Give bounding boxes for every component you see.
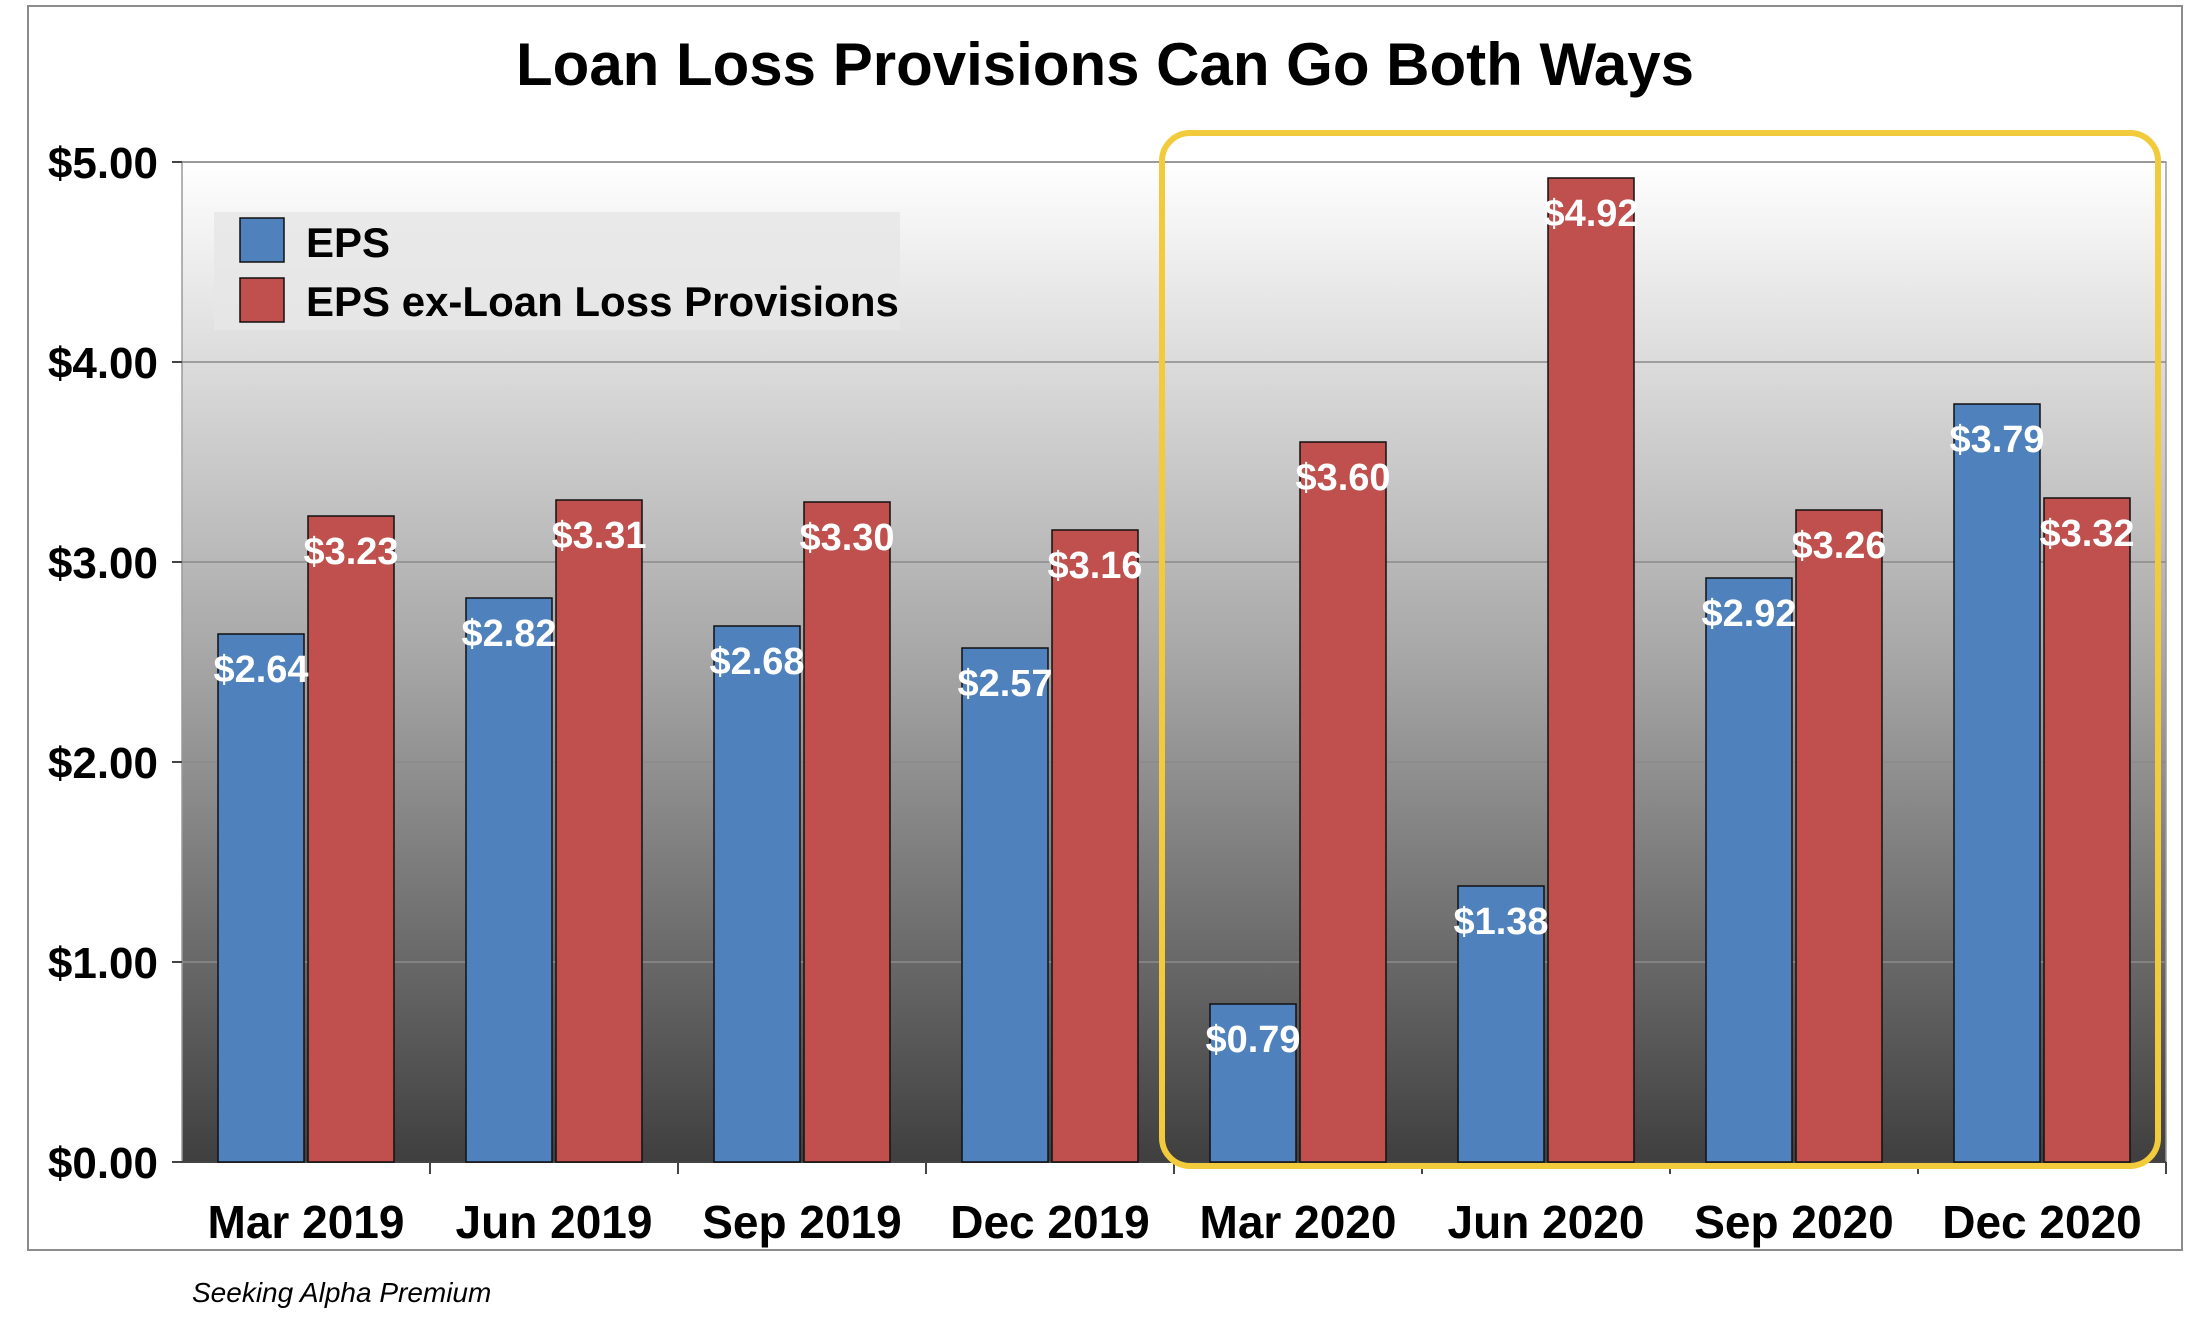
y-tick-label: $2.00 bbox=[48, 739, 158, 788]
data-label: $3.31 bbox=[551, 515, 646, 557]
legend-label-eps: EPS bbox=[306, 219, 390, 266]
bar-eps bbox=[961, 647, 1049, 1163]
legend: EPS EPS ex-Loan Loss Provisions bbox=[214, 212, 900, 330]
legend-swatch-eps bbox=[239, 217, 285, 263]
x-tick-label: Mar 2020 bbox=[1200, 1196, 1397, 1248]
legend-background bbox=[214, 212, 900, 330]
data-label: $3.60 bbox=[1295, 457, 1390, 499]
bar-eps-ex-llp bbox=[1051, 529, 1139, 1163]
data-label: $4.92 bbox=[1543, 193, 1638, 235]
data-label: $3.79 bbox=[1949, 419, 2044, 461]
data-label: $2.82 bbox=[461, 613, 556, 655]
data-label: $3.30 bbox=[799, 517, 894, 559]
bar-eps bbox=[1457, 885, 1545, 1163]
x-tick-label: Mar 2019 bbox=[208, 1196, 405, 1248]
y-tick-label: $0.00 bbox=[48, 1139, 158, 1188]
legend-swatch-eps-ex-llp bbox=[239, 277, 285, 323]
y-tick-label: $1.00 bbox=[48, 939, 158, 988]
y-tick-label: $3.00 bbox=[48, 539, 158, 588]
bars bbox=[217, 177, 2131, 1163]
bar-eps-ex-llp bbox=[1547, 177, 1635, 1163]
highlight-box bbox=[1159, 130, 2161, 1169]
bar-eps-ex-llp bbox=[1299, 441, 1387, 1163]
x-tick-label: Jun 2020 bbox=[1448, 1196, 1645, 1248]
data-labels: $2.64 $3.23 $2.82 $3.31 $2.68 $3.30 $2.57 $3.16… bbox=[213, 193, 2134, 1061]
x-tick-label: Dec 2020 bbox=[1942, 1196, 2142, 1248]
x-axis: Mar 2019 Jun 2019 Sep 2019 Dec 2019 Mar 2020… bbox=[208, 1162, 2167, 1248]
data-label: $2.92 bbox=[1701, 593, 1796, 635]
bar-eps-ex-llp bbox=[307, 515, 395, 1163]
data-label: $3.16 bbox=[1047, 545, 1142, 587]
bar-eps bbox=[713, 625, 801, 1163]
bar-eps bbox=[1705, 577, 1793, 1163]
x-tick-label: Jun 2019 bbox=[456, 1196, 653, 1248]
chart-title: Loan Loss Provisions Can Go Both Ways bbox=[516, 31, 1694, 98]
data-label: $3.23 bbox=[303, 531, 398, 573]
data-label: $2.64 bbox=[213, 649, 308, 691]
bar-eps bbox=[465, 597, 553, 1163]
data-label: $3.32 bbox=[2039, 513, 2134, 555]
bar-eps-ex-llp bbox=[803, 501, 891, 1163]
data-label: $3.26 bbox=[1791, 525, 1886, 567]
data-label: $2.68 bbox=[709, 641, 804, 683]
source-label: Seeking Alpha Premium bbox=[192, 1277, 491, 1308]
bar-eps-ex-llp bbox=[2043, 497, 2131, 1163]
data-label: $2.57 bbox=[957, 663, 1052, 705]
data-label: $0.79 bbox=[1205, 1019, 1300, 1061]
bar-eps bbox=[1209, 1003, 1297, 1163]
bar-eps bbox=[1953, 403, 2041, 1163]
data-label: $1.38 bbox=[1453, 901, 1548, 943]
x-tick-label: Sep 2020 bbox=[1694, 1196, 1893, 1248]
bar-eps-ex-llp bbox=[555, 499, 643, 1163]
bar-eps-ex-llp bbox=[1795, 509, 1883, 1163]
y-tick-label: $5.00 bbox=[48, 139, 158, 188]
bar-eps bbox=[217, 633, 305, 1163]
y-tick-label: $4.00 bbox=[48, 339, 158, 388]
x-tick-label: Dec 2019 bbox=[950, 1196, 1150, 1248]
legend-label-eps-ex-llp: EPS ex-Loan Loss Provisions bbox=[306, 278, 899, 325]
x-tick-label: Sep 2019 bbox=[702, 1196, 901, 1248]
